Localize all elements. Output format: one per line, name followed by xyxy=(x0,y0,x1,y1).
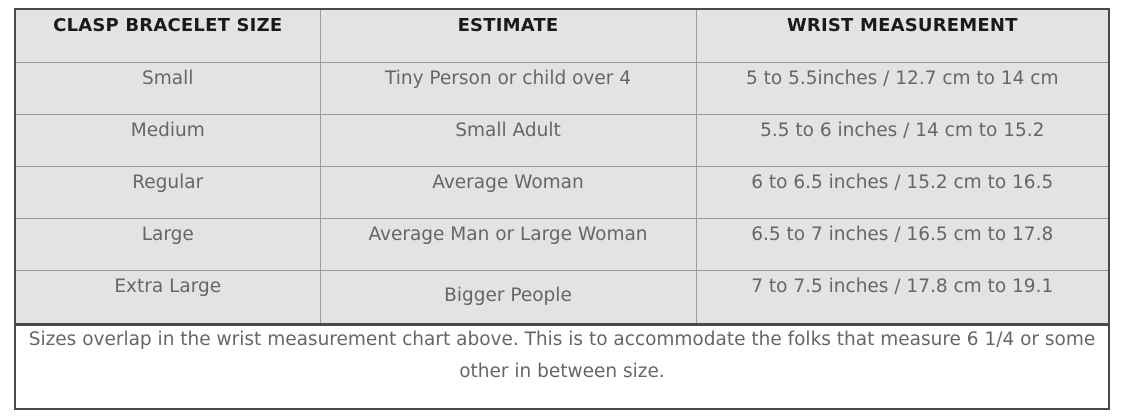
size-cell: Small xyxy=(16,61,321,115)
measurement-cell: 6 to 6.5 inches / 15.2 cm to 16.5 xyxy=(695,165,1108,219)
estimate-cell: Tiny Person or child over 4 xyxy=(319,61,697,115)
header-wrist-measurement: WRIST MEASUREMENT xyxy=(695,10,1108,63)
estimate-cell: Small Adult xyxy=(319,113,697,167)
header-estimate: ESTIMATE xyxy=(319,10,697,63)
table-row: Large Average Man or Large Woman 6.5 to … xyxy=(16,217,1108,271)
measurement-cell: 5 to 5.5inches / 12.7 cm to 14 cm xyxy=(695,61,1108,115)
estimate-cell: Average Woman xyxy=(319,165,697,219)
bracelet-size-table: CLASP BRACELET SIZE ESTIMATE WRIST MEASU… xyxy=(16,10,1108,326)
table-row: Extra Large Bigger People 7 to 7.5 inche… xyxy=(16,269,1108,326)
size-cell: Large xyxy=(16,217,321,271)
size-cell: Medium xyxy=(16,113,321,167)
estimate-cell: Average Man or Large Woman xyxy=(319,217,697,271)
table-row: Regular Average Woman 6 to 6.5 inches / … xyxy=(16,165,1108,219)
header-clasp-bracelet-size: CLASP BRACELET SIZE xyxy=(16,10,321,63)
table-row: Small Tiny Person or child over 4 5 to 5… xyxy=(16,61,1108,115)
table-row: Medium Small Adult 5.5 to 6 inches / 14 … xyxy=(16,113,1108,167)
estimate-cell: Bigger People xyxy=(319,269,697,326)
size-overlap-note: Sizes overlap in the wrist measurement c… xyxy=(28,329,1096,382)
size-chart: CLASP BRACELET SIZE ESTIMATE WRIST MEASU… xyxy=(14,8,1110,410)
size-cell: Extra Large xyxy=(16,269,321,326)
table-header-row: CLASP BRACELET SIZE ESTIMATE WRIST MEASU… xyxy=(16,10,1108,63)
measurement-cell: 5.5 to 6 inches / 14 cm to 15.2 xyxy=(695,113,1108,167)
size-cell: Regular xyxy=(16,165,321,219)
measurement-cell: 7 to 7.5 inches / 17.8 cm to 19.1 xyxy=(695,269,1108,326)
measurement-cell: 6.5 to 7 inches / 16.5 cm to 17.8 xyxy=(695,217,1108,271)
